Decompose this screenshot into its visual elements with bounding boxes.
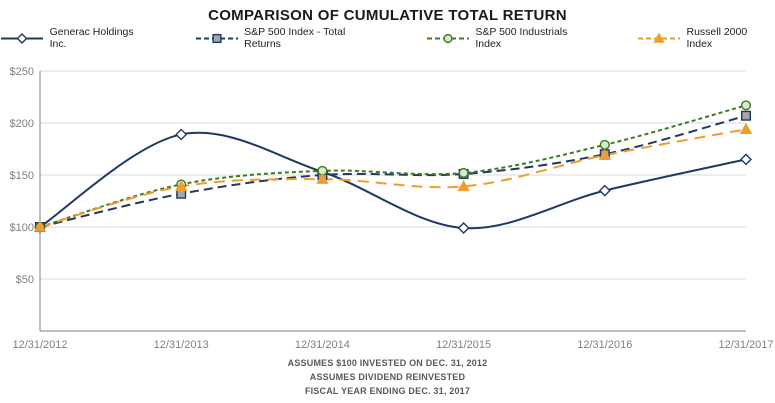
circle-marker-icon (741, 100, 752, 111)
triangle-marker-icon (175, 179, 188, 192)
x-axis-tick-label: 12/31/2012 (12, 339, 67, 351)
y-axis-tick-label: $250 (10, 66, 34, 78)
legend-diamond-sample-icon (1, 32, 43, 44)
footnote-line: FISCAL YEAR ENDING DEC. 31, 2017 (304, 385, 471, 396)
x-axis-tick-label: 12/31/2015 (436, 339, 491, 351)
series-line (39, 128, 747, 228)
chart-title: COMPARISON OF CUMULATIVE TOTAL RETURN (208, 7, 567, 24)
legend-triangle-sample-icon (637, 32, 680, 43)
plot-area: $50 $100 $150 $200 $250 12/31/2012 12/31/2013 1… (0, 48, 775, 356)
diamond-marker-icon (175, 128, 188, 141)
legend-label: S&P 500 Industrials Index (475, 26, 568, 50)
circle-marker-icon (458, 167, 469, 178)
x-axis-tick-label: 12/31/2016 (577, 339, 632, 351)
circle-marker-icon (443, 33, 453, 43)
legend-square-sample-icon (195, 33, 238, 43)
line-chart-svg: $50 $100 $150 $200 $250 12/31/2012 12/31/2013 1… (10, 66, 774, 351)
triangle-marker-icon (457, 179, 470, 192)
diamond-marker-icon (598, 184, 611, 197)
diamond-marker-icon (457, 222, 470, 235)
y-axis-tick-label: $100 (10, 222, 34, 234)
triangle-marker-icon (33, 220, 47, 232)
legend-item: S&P 500 Index - Total Returns (195, 26, 384, 50)
x-axis-tick-label: 12/31/2013 (154, 339, 209, 351)
x-axis-tick-label: 12/31/2017 (718, 339, 773, 351)
legend-label: Russell 2000 Index (686, 26, 748, 50)
diamond-marker-icon (740, 153, 752, 166)
series-line (39, 114, 747, 228)
footnote-line: ASSUMES $100 INVESTED ON DEC. 31, 2012 (287, 358, 488, 368)
triangle-marker-icon (653, 32, 665, 43)
y-axis-tick-label: $200 (10, 118, 34, 130)
x-axis-tick-label: 12/31/2014 (295, 339, 350, 351)
triangle-marker-icon (739, 122, 753, 134)
square-marker-icon (211, 33, 222, 43)
footnote-line: ASSUMES DIVIDEND REINVESTED (309, 371, 466, 382)
legend-label: Generac Holdings Inc. (49, 26, 134, 50)
legend-label: S&P 500 Index - Total Returns (244, 26, 346, 50)
y-axis-tick-label: $150 (10, 170, 34, 182)
series-line (39, 131, 747, 230)
circle-marker-icon (599, 139, 610, 150)
legend-item: Generac Holdings Inc. (0, 26, 153, 50)
legend-item: Russell 2000 Index (637, 26, 775, 50)
square-marker-icon (741, 110, 752, 121)
triangle-marker-icon (316, 172, 329, 184)
y-axis-tick-label: $50 (16, 274, 34, 286)
triangle-marker-icon (598, 148, 611, 160)
series-line (39, 104, 747, 228)
legend-item: S&P 500 Industrials Index (426, 26, 595, 50)
chart-footnotes: ASSUMES $100 INVESTED ON DEC. 31, 2012 A… (0, 357, 775, 399)
chart-legend: Generac Holdings Inc. S&P 500 Index - Tot… (0, 26, 775, 50)
legend-circle-sample-icon (426, 33, 469, 43)
diamond-marker-icon (16, 32, 28, 44)
